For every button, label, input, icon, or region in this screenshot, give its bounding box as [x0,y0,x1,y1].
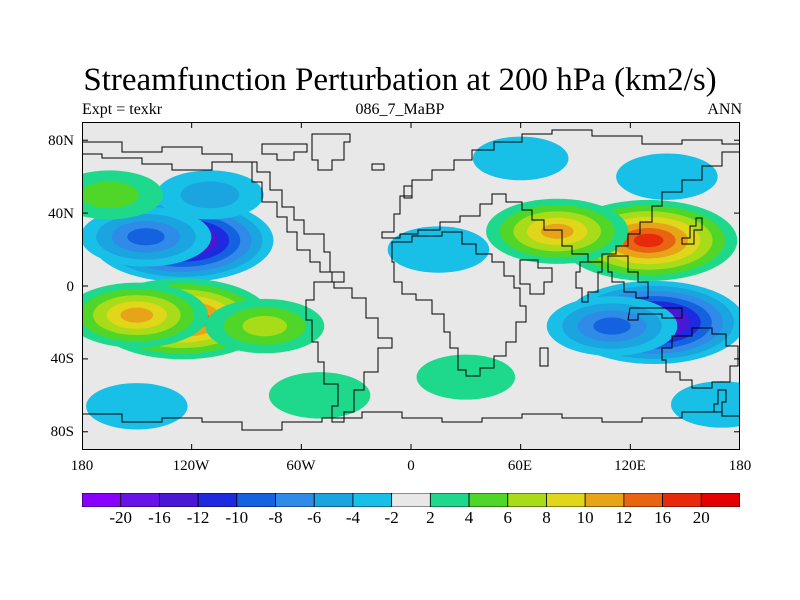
lon-tick-120w: 120W [172,458,210,474]
lon-tick-180e: 180 [728,458,752,474]
colorbar-swatch [662,493,702,507]
coastline-south-america [305,281,393,423]
coastline-canada-islands [261,143,308,161]
colorbar-swatch [429,493,470,507]
lon-tick-60e: 60E [507,458,533,474]
colorbar-label: -10 [225,508,249,527]
colorbar-swatch [584,493,625,507]
colorbar-label: 10 [576,508,594,527]
colorbar-swatch [391,493,431,507]
coastline-antarctica [82,411,740,431]
colorbar-swatch [546,493,586,507]
contour-band [633,233,664,248]
contour-feature [268,372,371,419]
colorbar-swatch [700,493,740,507]
coastline-australia [661,327,739,389]
contour-feature [546,296,678,356]
streamfunction-map [82,122,740,450]
colorbar-label: 8 [542,508,551,527]
contour-feature [616,153,718,200]
plot-title: Streamfunction Perturbation at 200 hPa (… [83,62,717,98]
contour-band [82,181,139,209]
contour-band [472,136,569,181]
colorbar-label: 6 [503,508,513,527]
colorbar-label: -20 [109,508,133,527]
coastline-africa [391,231,527,377]
contour-band [268,372,371,419]
contour-band [86,383,188,430]
colorbar-label: -16 [148,508,171,527]
contour-band [616,153,718,200]
lon-tick-120e: 120E [614,458,646,474]
colorbar-label: 2 [426,508,435,527]
contour-band [120,307,154,323]
colorbar-label: -4 [345,508,361,527]
colorbar-swatch [623,493,663,507]
colorbar-label: -2 [384,508,399,527]
lon-tick-60w: 60W [286,458,316,474]
coastline-japan [681,217,703,245]
coastline-arabia [519,259,553,295]
colorbar-label: -8 [268,508,283,527]
colorbar-label: -6 [307,508,322,527]
colorbar-swatch [313,493,354,507]
contour-feature [416,354,516,400]
lon-tick-180w: 180 [70,458,94,474]
coastline-madagascar [539,347,549,367]
colorbar-swatch [120,493,160,507]
contour-band [127,228,165,246]
coastline-new-zealand [713,389,727,413]
contour-feature [156,170,264,220]
contour-band [416,354,516,400]
contour-feature [86,383,188,430]
coastline-indonesia [627,307,683,321]
coastline-north-america [82,141,345,283]
contour-feature [472,136,569,181]
coastline-europe-asia [381,129,740,263]
contour-fills [82,136,740,430]
contour-band [387,226,490,273]
coastline-iceland [371,163,385,171]
colorbar-swatch [197,493,238,507]
colorbar-label: -12 [186,508,210,527]
season-label: ANN [707,101,742,118]
contour-feature [205,298,325,354]
colorbar-swatch [352,493,393,507]
colorbar-swatch [82,493,122,507]
lon-tick-0: 0 [407,458,415,474]
contour-feature [82,170,164,220]
colorbar-swatch [468,493,509,507]
lat-tick-40n: 40N [48,206,74,222]
colorbar-swatch [275,493,315,507]
lat-tick-0: 0 [66,279,75,295]
case-label: 086_7_MaBP [355,101,445,118]
contour-band [540,223,574,239]
coastline-greenland [311,133,351,171]
colorbar-label: 16 [654,508,672,527]
coastline-uk [403,185,413,199]
contour-band [242,315,288,337]
coastlines [82,129,740,431]
contour-band [180,181,240,209]
coastline-india [575,261,603,303]
colorbar-swatch [159,493,199,507]
contour-feature [486,198,629,264]
colorbar-label: 4 [464,508,474,527]
contour-feature [387,226,490,273]
coastline-se-asia [607,255,649,299]
colorbar-label: 20 [692,508,710,527]
colorbar-swatch [507,493,547,507]
lat-tick-80s: 80S [50,424,74,440]
contour-feature [82,282,208,348]
experiment-label: Expt = texkr [82,101,163,118]
contour-feature [82,206,212,267]
lat-tick-40s: 40S [50,351,74,367]
map-ticks [82,122,740,450]
colorbar-label: 12 [615,508,633,527]
colorbar-swatch [236,493,276,507]
colorbar [82,493,740,507]
contour-band [593,317,631,335]
lat-tick-80n: 80N [48,133,74,149]
